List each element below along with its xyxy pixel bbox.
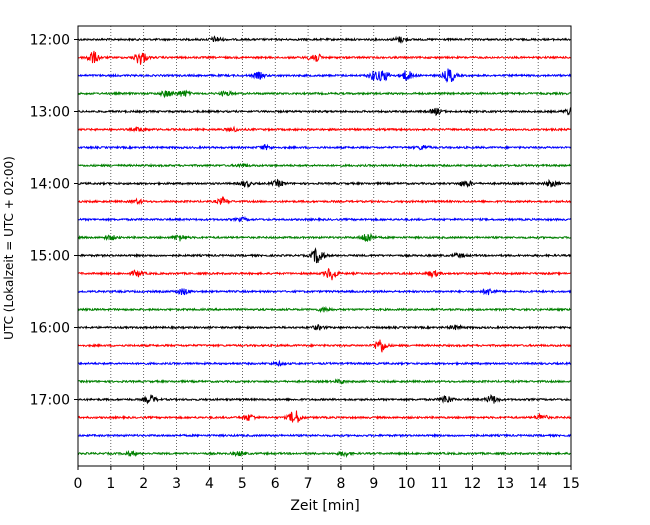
x-tick-label: 12 <box>463 476 481 492</box>
seismogram-trace <box>77 89 572 99</box>
seismogram-trace <box>77 339 572 353</box>
seismogram-trace <box>77 288 572 296</box>
trace-group <box>77 35 572 458</box>
seismogram-trace <box>77 247 572 264</box>
seismogram-trace <box>77 232 572 242</box>
x-tick-label: 13 <box>496 476 514 492</box>
seismogram-trace <box>77 267 572 281</box>
x-tick-label: 11 <box>431 476 449 492</box>
seismogram-trace <box>77 143 572 151</box>
x-tick-label: 5 <box>238 476 247 492</box>
seismogram-trace <box>77 410 572 423</box>
x-tick-label: 14 <box>529 476 547 492</box>
seismogram-trace <box>77 162 572 169</box>
x-tick-label: 15 <box>562 476 580 492</box>
x-tick-label: 8 <box>336 476 345 492</box>
seismogram-trace <box>77 215 572 223</box>
x-tick-label: 0 <box>74 476 83 492</box>
seismogram-trace <box>77 68 572 83</box>
y-axis-ticks: 12:00 13:00 14:00 15:00 16:00 17:00 <box>30 33 78 409</box>
seismogram-trace <box>77 432 572 439</box>
seismogram-trace <box>77 359 572 367</box>
seismogram-trace <box>77 125 572 133</box>
seismogram-trace <box>77 378 572 385</box>
x-axis-ticks: 0 1 2 3 4 5 6 7 8 9 10 11 12 13 14 15 <box>74 466 580 492</box>
plot-frame <box>77 25 572 467</box>
y-tick-label: 15:00 <box>30 249 70 265</box>
x-tick-label: 1 <box>106 476 115 492</box>
y-tick-label: 17:00 <box>30 393 70 409</box>
seismogram-trace <box>77 195 572 206</box>
x-tick-label: 3 <box>172 476 181 492</box>
seismogram-trace <box>77 50 572 65</box>
x-tick-label: 7 <box>304 476 313 492</box>
y-tick-label: 16:00 <box>30 321 70 337</box>
x-tick-label: 4 <box>205 476 214 492</box>
seismogram-trace <box>77 35 572 44</box>
y-axis-label: UTC (Lokalzeit = UTC + 02:00) <box>2 156 16 340</box>
seismogram-trace <box>77 323 572 331</box>
seismogram-trace <box>77 178 572 189</box>
y-tick-label: 13:00 <box>30 105 70 121</box>
x-tick-label: 9 <box>369 476 378 492</box>
seismogram-trace <box>77 107 572 117</box>
x-tick-label: 10 <box>398 476 416 492</box>
minute-grid <box>110 26 539 466</box>
x-tick-label: 6 <box>271 476 280 492</box>
x-tick-label: 2 <box>139 476 148 492</box>
y-tick-label: 14:00 <box>30 177 70 193</box>
seismogram-trace <box>77 305 572 314</box>
seismogram-trace <box>77 394 572 405</box>
x-axis-label: Zeit [min] <box>290 498 359 514</box>
seismogram-trace <box>77 450 572 458</box>
y-tick-label: 12:00 <box>30 33 70 49</box>
